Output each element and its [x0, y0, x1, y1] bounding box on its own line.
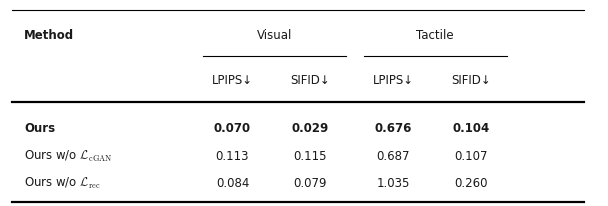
Text: 0.070: 0.070: [214, 122, 251, 135]
Text: 0.107: 0.107: [454, 150, 488, 163]
Text: SIFID↓: SIFID↓: [451, 74, 491, 87]
Text: LPIPS↓: LPIPS↓: [212, 74, 253, 87]
Text: SIFID↓: SIFID↓: [290, 74, 330, 87]
Text: 0.029: 0.029: [291, 122, 328, 135]
Text: Ours w/o $\mathcal{L}_{\rm cGAN}$: Ours w/o $\mathcal{L}_{\rm cGAN}$: [24, 149, 113, 164]
Text: Ours w/o $\mathcal{L}_{\rm rec}$: Ours w/o $\mathcal{L}_{\rm rec}$: [24, 176, 101, 191]
Text: 0.104: 0.104: [452, 122, 489, 135]
Text: 0.084: 0.084: [216, 177, 249, 190]
Text: Visual: Visual: [257, 29, 292, 42]
Text: Tactile: Tactile: [416, 29, 454, 42]
Text: Ours: Ours: [24, 122, 55, 135]
Text: 0.676: 0.676: [375, 122, 412, 135]
Text: 1.035: 1.035: [377, 177, 410, 190]
Text: 0.115: 0.115: [293, 150, 326, 163]
Text: 0.260: 0.260: [454, 177, 488, 190]
Text: 0.687: 0.687: [376, 150, 410, 163]
Text: LPIPS↓: LPIPS↓: [373, 74, 414, 87]
Text: 0.079: 0.079: [293, 177, 326, 190]
Text: Method: Method: [24, 29, 74, 42]
Text: 0.113: 0.113: [216, 150, 249, 163]
